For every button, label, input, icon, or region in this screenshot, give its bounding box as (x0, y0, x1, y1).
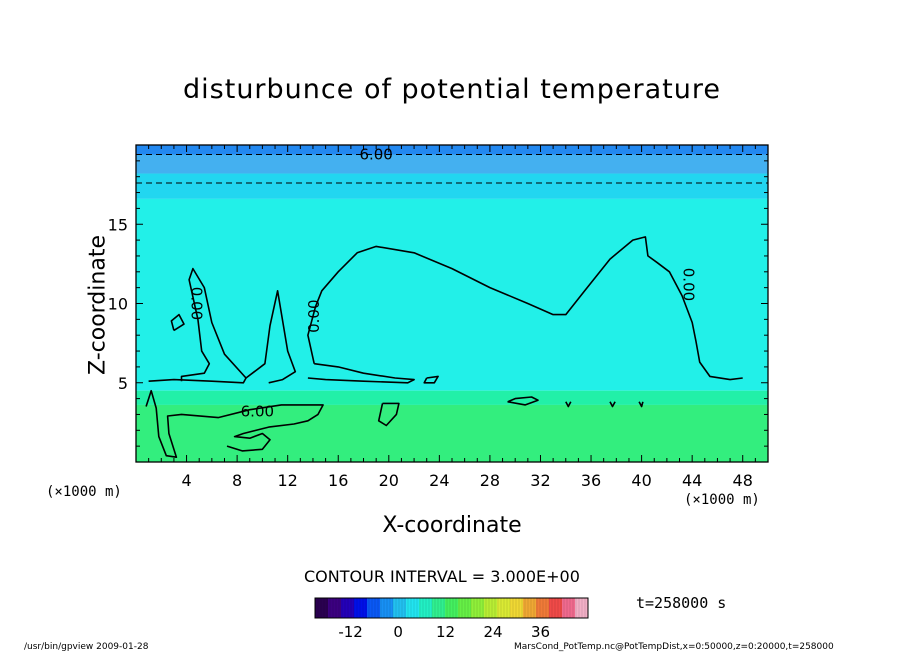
x-tick-label-44: 44 (682, 471, 702, 490)
colorbar-segment-1 (328, 598, 342, 618)
colorbar-tick-label--12: -12 (338, 623, 363, 641)
colorbar-segment-0 (315, 598, 329, 618)
colorbar-segment-14 (497, 598, 511, 618)
colorbar-segment-2 (341, 598, 355, 618)
colorbar-segment-6 (393, 598, 407, 618)
contour-line-8 (507, 396, 539, 406)
fill-band-5 (136, 404, 768, 462)
footer-right: MarsCond_PotTemp.nc@PotTempDist,x=0:5000… (514, 642, 834, 652)
x-tick-label-28: 28 (480, 471, 500, 490)
colorbar-segment-16 (523, 598, 537, 618)
contour-line-2 (170, 313, 185, 332)
x-tick-label-20: 20 (379, 471, 399, 490)
fill-band-4 (136, 390, 768, 405)
contour-line-6 (145, 389, 324, 458)
colorbar-segment-3 (354, 598, 368, 618)
contour-line-9 (565, 401, 572, 408)
colorbar-segment-9 (432, 598, 446, 618)
fill-band-2 (136, 173, 768, 199)
colorbar-tick-label-36: 36 (531, 623, 550, 641)
contour-label-1: 6.00 (241, 402, 274, 420)
colorbar-segment-5 (380, 598, 394, 618)
colorbar-frame (314, 597, 589, 619)
x-tick-label-12: 12 (278, 471, 298, 490)
x-tick-label-4: 4 (181, 471, 191, 490)
contour-label-2: 0.00 (188, 287, 206, 320)
fill-band-0 (136, 145, 768, 155)
time-label: t=258000 s (636, 594, 727, 612)
contour-interval-label: CONTOUR INTERVAL = 3.000E+00 (304, 567, 580, 586)
colorbar-segment-11 (458, 598, 472, 618)
contour-line-0 (148, 267, 247, 384)
x-tick-label-24: 24 (429, 471, 449, 490)
contour-line-4 (307, 362, 415, 384)
y-tick-label-10: 10 (108, 295, 128, 314)
contour-line-10 (609, 401, 616, 408)
x-tick-label-40: 40 (631, 471, 651, 490)
colorbar-segment-15 (510, 598, 524, 618)
contour-line-7 (377, 402, 400, 427)
contour-line-3 (307, 236, 743, 381)
colorbar-segment-10 (445, 598, 459, 618)
x-tick-label-32: 32 (530, 471, 550, 490)
colorbar-tick-label-24: 24 (483, 623, 502, 641)
colorbar-segment-8 (419, 598, 433, 618)
x-tick-label-8: 8 (232, 471, 242, 490)
contour-label-4: 0.00 (679, 268, 697, 301)
x-axis-label: X-coordinate (382, 513, 522, 538)
colorbar-segment-12 (471, 598, 485, 618)
x-unit-label-right: (×1000 m) (684, 492, 760, 508)
y-axis-label: Z-coordinate (85, 235, 111, 375)
x-tick-label-16: 16 (328, 471, 348, 490)
fill-band-1 (136, 154, 768, 174)
colorbar-tick-label-12: 12 (436, 623, 455, 641)
colorbar-segment-20 (575, 598, 589, 618)
x-tick-label-48: 48 (733, 471, 753, 490)
colorbar-segment-17 (536, 598, 550, 618)
fill-band-3 (136, 198, 768, 391)
colorbar-segment-18 (549, 598, 563, 618)
colorbar-segment-19 (562, 598, 576, 618)
y-tick-label-15: 15 (108, 215, 128, 234)
contour-label-0: 6.00 (359, 146, 392, 164)
footer-left: /usr/bin/gpview 2009-01-28 (24, 642, 149, 652)
chart-title: disturbunce of potential temperature (183, 74, 721, 105)
x-unit-label-left: (×1000 m) (46, 484, 122, 500)
y-tick-label-5: 5 (118, 374, 128, 393)
contour-line-5 (423, 375, 439, 384)
colorbar-segment-13 (484, 598, 498, 618)
colorbar-tick-label-0: 0 (393, 623, 403, 641)
contour-line-11 (638, 401, 644, 408)
x-tick-label-36: 36 (581, 471, 601, 490)
colorbar-segment-4 (367, 598, 381, 618)
contour-label-3: 0.00 (305, 299, 323, 332)
colorbar-segment-7 (406, 598, 420, 618)
contour-line-1 (245, 290, 297, 384)
